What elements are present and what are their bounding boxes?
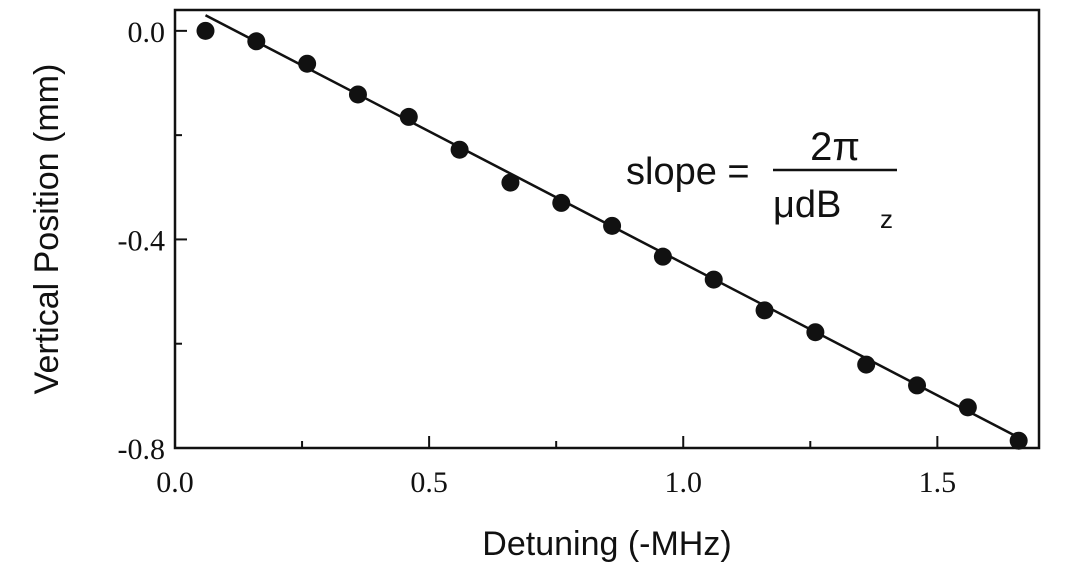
y-axis-label: Vertical Position (mm) (28, 64, 66, 395)
axis-ticks (174, 29, 939, 449)
slope-subscript: z (880, 204, 893, 234)
x-tick-label: 0.0 (156, 466, 194, 499)
data-point (603, 216, 622, 235)
x-axis-label: Detuning (-MHz) (482, 525, 731, 563)
slope-annotation: slope = 2π μdB z (626, 125, 897, 234)
data-point (399, 107, 418, 126)
data-point (298, 54, 317, 73)
data-point (552, 193, 571, 212)
data-point (1009, 431, 1028, 450)
x-tick-label: 1.5 (919, 466, 957, 499)
y-tick-label: -0.4 (118, 224, 166, 257)
data-point (704, 270, 723, 289)
data-point (348, 85, 367, 104)
y-tick-label: -0.8 (118, 433, 166, 466)
axis-tick-labels: 0.0 0.5 1.0 1.5 0.0 -0.4 -0.8 (118, 16, 957, 499)
data-point (450, 140, 469, 159)
slope-numerator: 2π (810, 125, 860, 169)
data-point (755, 301, 774, 320)
x-tick-label: 1.0 (664, 466, 702, 499)
slope-denominator: μdB (773, 184, 841, 226)
data-point (806, 323, 825, 342)
data-point (857, 355, 876, 374)
data-point (247, 32, 266, 51)
data-point (501, 173, 520, 192)
data-point (958, 398, 977, 417)
data-point (196, 21, 215, 40)
data-point (653, 247, 672, 266)
x-tick-label: 0.5 (410, 466, 448, 499)
slope-lhs: slope = (626, 151, 750, 193)
data-points (196, 21, 1028, 450)
y-tick-label: 0.0 (128, 16, 166, 49)
plot-frame (173, 8, 1041, 450)
data-point (908, 376, 927, 395)
